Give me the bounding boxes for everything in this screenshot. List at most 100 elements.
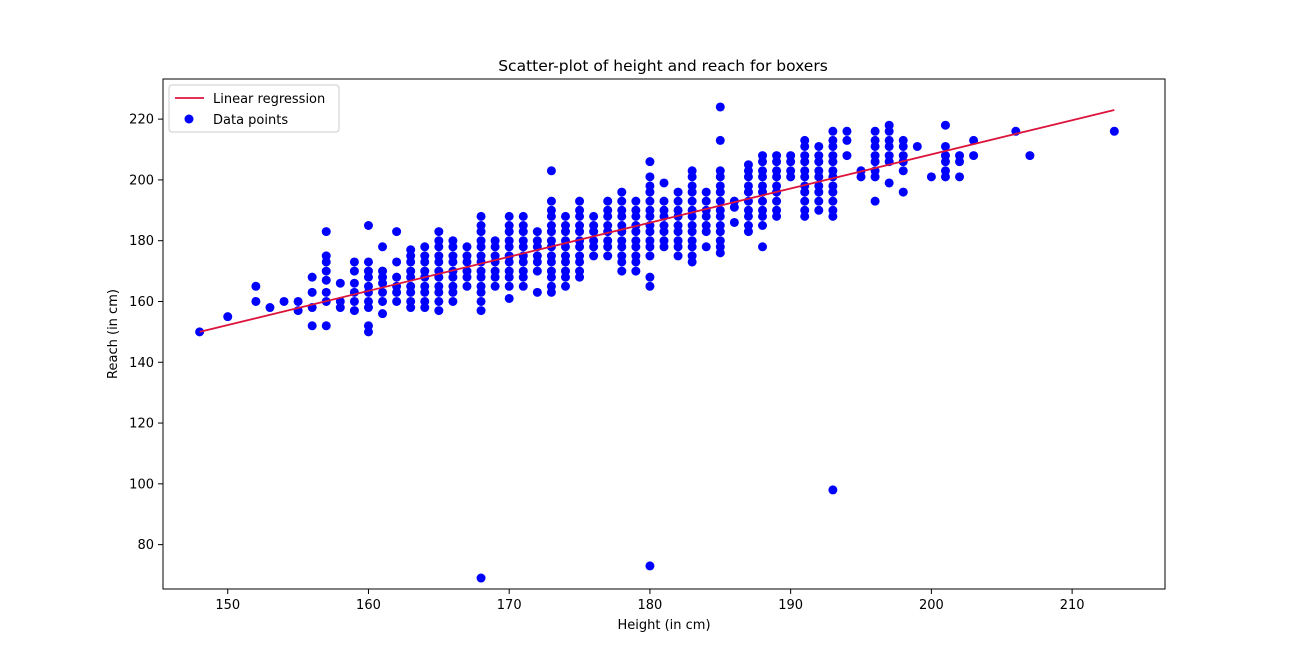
data-point xyxy=(533,236,542,245)
data-point xyxy=(645,157,654,166)
data-point xyxy=(730,218,739,227)
data-point xyxy=(519,212,528,221)
data-point xyxy=(561,282,570,291)
data-point xyxy=(660,236,669,245)
data-point xyxy=(772,197,781,206)
data-point xyxy=(603,251,612,260)
data-point xyxy=(308,273,317,282)
data-point xyxy=(505,294,514,303)
data-point xyxy=(308,321,317,330)
data-point xyxy=(1110,127,1119,136)
data-point xyxy=(477,251,486,260)
data-point xyxy=(772,166,781,175)
data-point xyxy=(547,236,556,245)
data-point xyxy=(941,121,950,130)
data-point xyxy=(786,151,795,160)
data-point xyxy=(406,245,415,254)
data-point xyxy=(702,197,711,206)
data-point xyxy=(660,178,669,187)
data-point xyxy=(392,257,401,266)
data-point xyxy=(336,279,345,288)
data-point xyxy=(392,297,401,306)
data-point xyxy=(631,267,640,276)
data-point xyxy=(645,236,654,245)
x-tick-label: 170 xyxy=(497,598,522,613)
data-point xyxy=(477,306,486,315)
data-point xyxy=(645,282,654,291)
data-point xyxy=(477,297,486,306)
data-point xyxy=(674,188,683,197)
data-point xyxy=(758,197,767,206)
data-point xyxy=(744,221,753,230)
data-point xyxy=(758,166,767,175)
data-point xyxy=(660,221,669,230)
data-point xyxy=(913,142,922,151)
data-point xyxy=(617,267,626,276)
y-axis-label: Reach (in cm) xyxy=(106,289,121,379)
data-point xyxy=(448,297,457,306)
data-point xyxy=(561,267,570,276)
data-point xyxy=(828,206,837,215)
y-tick-label: 160 xyxy=(129,295,154,310)
data-point xyxy=(350,267,359,276)
data-point xyxy=(561,221,570,230)
data-point xyxy=(814,142,823,151)
data-point xyxy=(631,206,640,215)
data-point xyxy=(378,309,387,318)
data-point xyxy=(519,267,528,276)
data-point xyxy=(828,197,837,206)
data-point xyxy=(364,321,373,330)
data-point xyxy=(561,212,570,221)
data-point xyxy=(350,297,359,306)
data-point xyxy=(969,151,978,160)
data-point xyxy=(491,267,500,276)
legend: Linear regression Data points xyxy=(169,85,339,132)
x-tick-label: 210 xyxy=(1060,598,1085,613)
data-point xyxy=(688,236,697,245)
data-point xyxy=(434,251,443,260)
data-point xyxy=(392,273,401,282)
data-point xyxy=(322,321,331,330)
data-point xyxy=(758,206,767,215)
y-tick-label: 80 xyxy=(137,538,154,553)
data-point xyxy=(547,267,556,276)
data-point xyxy=(322,276,331,285)
data-point xyxy=(561,251,570,260)
data-point xyxy=(744,206,753,215)
data-point xyxy=(631,197,640,206)
data-point xyxy=(223,312,232,321)
data-point xyxy=(448,236,457,245)
data-point xyxy=(589,212,598,221)
data-point xyxy=(378,267,387,276)
data-point xyxy=(505,282,514,291)
data-point xyxy=(772,151,781,160)
y-tick-label: 100 xyxy=(129,477,154,492)
data-point xyxy=(477,282,486,291)
data-point xyxy=(660,206,669,215)
data-point xyxy=(899,136,908,145)
y-tick-label: 180 xyxy=(129,234,154,249)
data-point xyxy=(547,221,556,230)
x-tick-label: 180 xyxy=(638,598,663,613)
x-tick-label: 190 xyxy=(778,598,803,613)
data-point xyxy=(547,166,556,175)
data-point xyxy=(603,236,612,245)
data-point xyxy=(448,282,457,291)
data-point xyxy=(645,251,654,260)
data-point xyxy=(406,267,415,276)
data-point xyxy=(519,282,528,291)
data-point xyxy=(505,236,514,245)
x-tick-label: 150 xyxy=(215,598,240,613)
data-point xyxy=(617,197,626,206)
data-point xyxy=(477,221,486,230)
data-point xyxy=(842,136,851,145)
data-point xyxy=(251,282,260,291)
data-point xyxy=(871,127,880,136)
data-point xyxy=(406,297,415,306)
data-point xyxy=(674,197,683,206)
data-point xyxy=(448,251,457,260)
y-tick-label: 140 xyxy=(129,356,154,371)
data-point xyxy=(716,181,725,190)
data-point xyxy=(350,257,359,266)
